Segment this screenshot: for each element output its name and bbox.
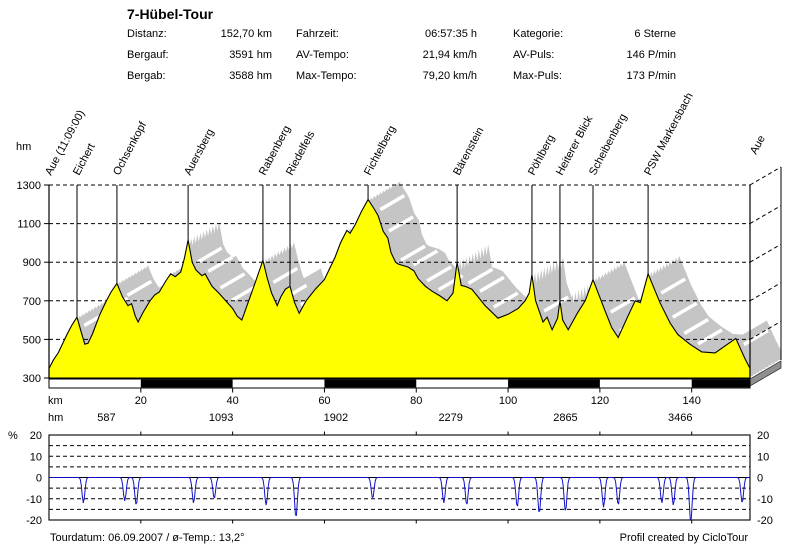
stat-value-maxtempo: 79,20 km/h [422, 70, 477, 82]
climb-value-label: 2865 [553, 412, 577, 424]
peak-label: Fichtelberg [362, 124, 398, 178]
stat-value-kategorie: 6 Sterne [634, 28, 676, 40]
peak-label: Pöhlberg [526, 133, 557, 178]
extrusion-streak [207, 255, 234, 273]
x-tick-label: 140 [683, 395, 701, 407]
stat-label-avtempo: AV-Tempo: [296, 49, 349, 61]
gridline-3d-diagonal [749, 282, 782, 302]
climb-row-unit-label: hm [48, 412, 63, 424]
extrusion-streak [400, 244, 426, 262]
gradient-left-tick-label: -10 [26, 494, 42, 506]
extrusion-streak [196, 246, 223, 264]
x-axis-unit-label: km [48, 395, 63, 407]
extrusion-streak [479, 275, 505, 293]
extrusion-streak [219, 272, 246, 290]
extrusion-streak [272, 266, 299, 284]
gridline-3d-diagonal [749, 166, 782, 186]
stat-label-bergab: Bergab: [127, 70, 166, 82]
gridline-3d-diagonal [749, 205, 782, 225]
extrusion-streak [660, 277, 687, 295]
y-tick-label: 300 [23, 373, 41, 385]
climb-value-label: 2279 [438, 412, 462, 424]
stat-label-fahrzeit: Fahrzeit: [296, 28, 339, 40]
x-tick-label: 120 [591, 395, 609, 407]
stat-value-maxpuls: 173 P/min [626, 70, 676, 82]
stat-value-avtempo: 21,94 km/h [422, 49, 477, 61]
peak-label: Bärenstein [451, 125, 486, 177]
gradient-left-tick-label: -20 [26, 515, 42, 527]
gradient-left-tick-label: 0 [36, 473, 42, 485]
gradient-right-tick-label: 10 [757, 451, 769, 463]
x-tick-label: 40 [227, 395, 239, 407]
stat-value-avpuls: 146 P/min [626, 49, 676, 61]
gradient-left-tick-label: 20 [30, 430, 42, 442]
elevation-area [48, 198, 751, 379]
gradient-line-negative [49, 477, 750, 521]
tour-date-temp: Tourdatum: 06.09.2007 / ø-Temp.: 13,2° [50, 532, 245, 544]
km-scalebar-segment [508, 379, 600, 388]
y-tick-label: 1100 [17, 219, 41, 231]
gridline-3d-diagonal [749, 320, 782, 340]
stat-label-distanz: Distanz: [127, 28, 167, 40]
extrusion-streak [697, 328, 723, 346]
climb-value-label: 1093 [209, 412, 233, 424]
extrusion-streak [683, 317, 710, 335]
extrusion-streak [231, 284, 257, 302]
stat-value-fahrzeit: 06:57:35 h [425, 28, 477, 40]
y-tick-label: 1300 [17, 180, 41, 192]
x-tick-label: 60 [318, 395, 330, 407]
climb-value-label: 3466 [668, 412, 692, 424]
gradient-unit-label: % [8, 430, 18, 442]
peak-label: Ochsenkopf [111, 119, 150, 177]
peak-label: PSW Markersbach [642, 91, 696, 178]
stat-label-bergauf: Bergauf: [127, 49, 169, 61]
extrusion-streak [426, 265, 453, 283]
stat-value-bergab: 3588 hm [229, 70, 272, 82]
stat-label-kategorie: Kategorie: [513, 28, 564, 40]
x-tick-label: 100 [499, 395, 517, 407]
gradient-right-tick-label: 20 [757, 430, 769, 442]
extrusion-streak [379, 194, 406, 212]
y-tick-label: 900 [23, 257, 41, 269]
peak-label: Auersberg [182, 127, 216, 177]
y-axis-unit-label: hm [16, 141, 31, 153]
x-tick-label: 20 [135, 395, 147, 407]
climb-value-label: 587 [97, 412, 115, 424]
stat-label-avpuls: AV-Puls: [513, 49, 555, 61]
extrusion-streak [126, 279, 153, 297]
gradient-left-tick-label: 10 [30, 451, 42, 463]
climb-value-label: 1902 [324, 412, 348, 424]
gradient-right-tick-label: -20 [757, 515, 773, 527]
gridline-3d-diagonal [749, 243, 782, 263]
extrusion-streak [467, 267, 494, 285]
extrusion-streak [543, 295, 570, 313]
km-scalebar-segment [140, 379, 233, 388]
peak-label: Aue [748, 133, 768, 156]
credit-text: Profil created by CicloTour [619, 532, 748, 544]
peak-label: Eichert [71, 142, 98, 178]
km-scalebar-segment [324, 379, 417, 388]
y-tick-label: 500 [23, 334, 41, 346]
gradient-right-tick-label: -10 [757, 494, 773, 506]
y-tick-label: 700 [23, 296, 41, 308]
x-tick-label: 80 [410, 395, 422, 407]
page-title: 7-Hübel-Tour [127, 6, 214, 22]
gradient-right-tick-label: 0 [757, 473, 763, 485]
extrusion-streak [492, 291, 519, 309]
extrusion-streak [412, 249, 439, 267]
extrusion-streak [743, 329, 769, 347]
km-scalebar-segment [691, 379, 750, 388]
extrusion-streak [671, 301, 698, 319]
stat-value-distanz: 152,70 km [220, 28, 272, 40]
stat-label-maxpuls: Max-Puls: [513, 70, 562, 82]
stat-label-maxtempo: Max-Tempo: [296, 70, 357, 82]
stat-value-bergauf: 3591 hm [229, 49, 272, 61]
